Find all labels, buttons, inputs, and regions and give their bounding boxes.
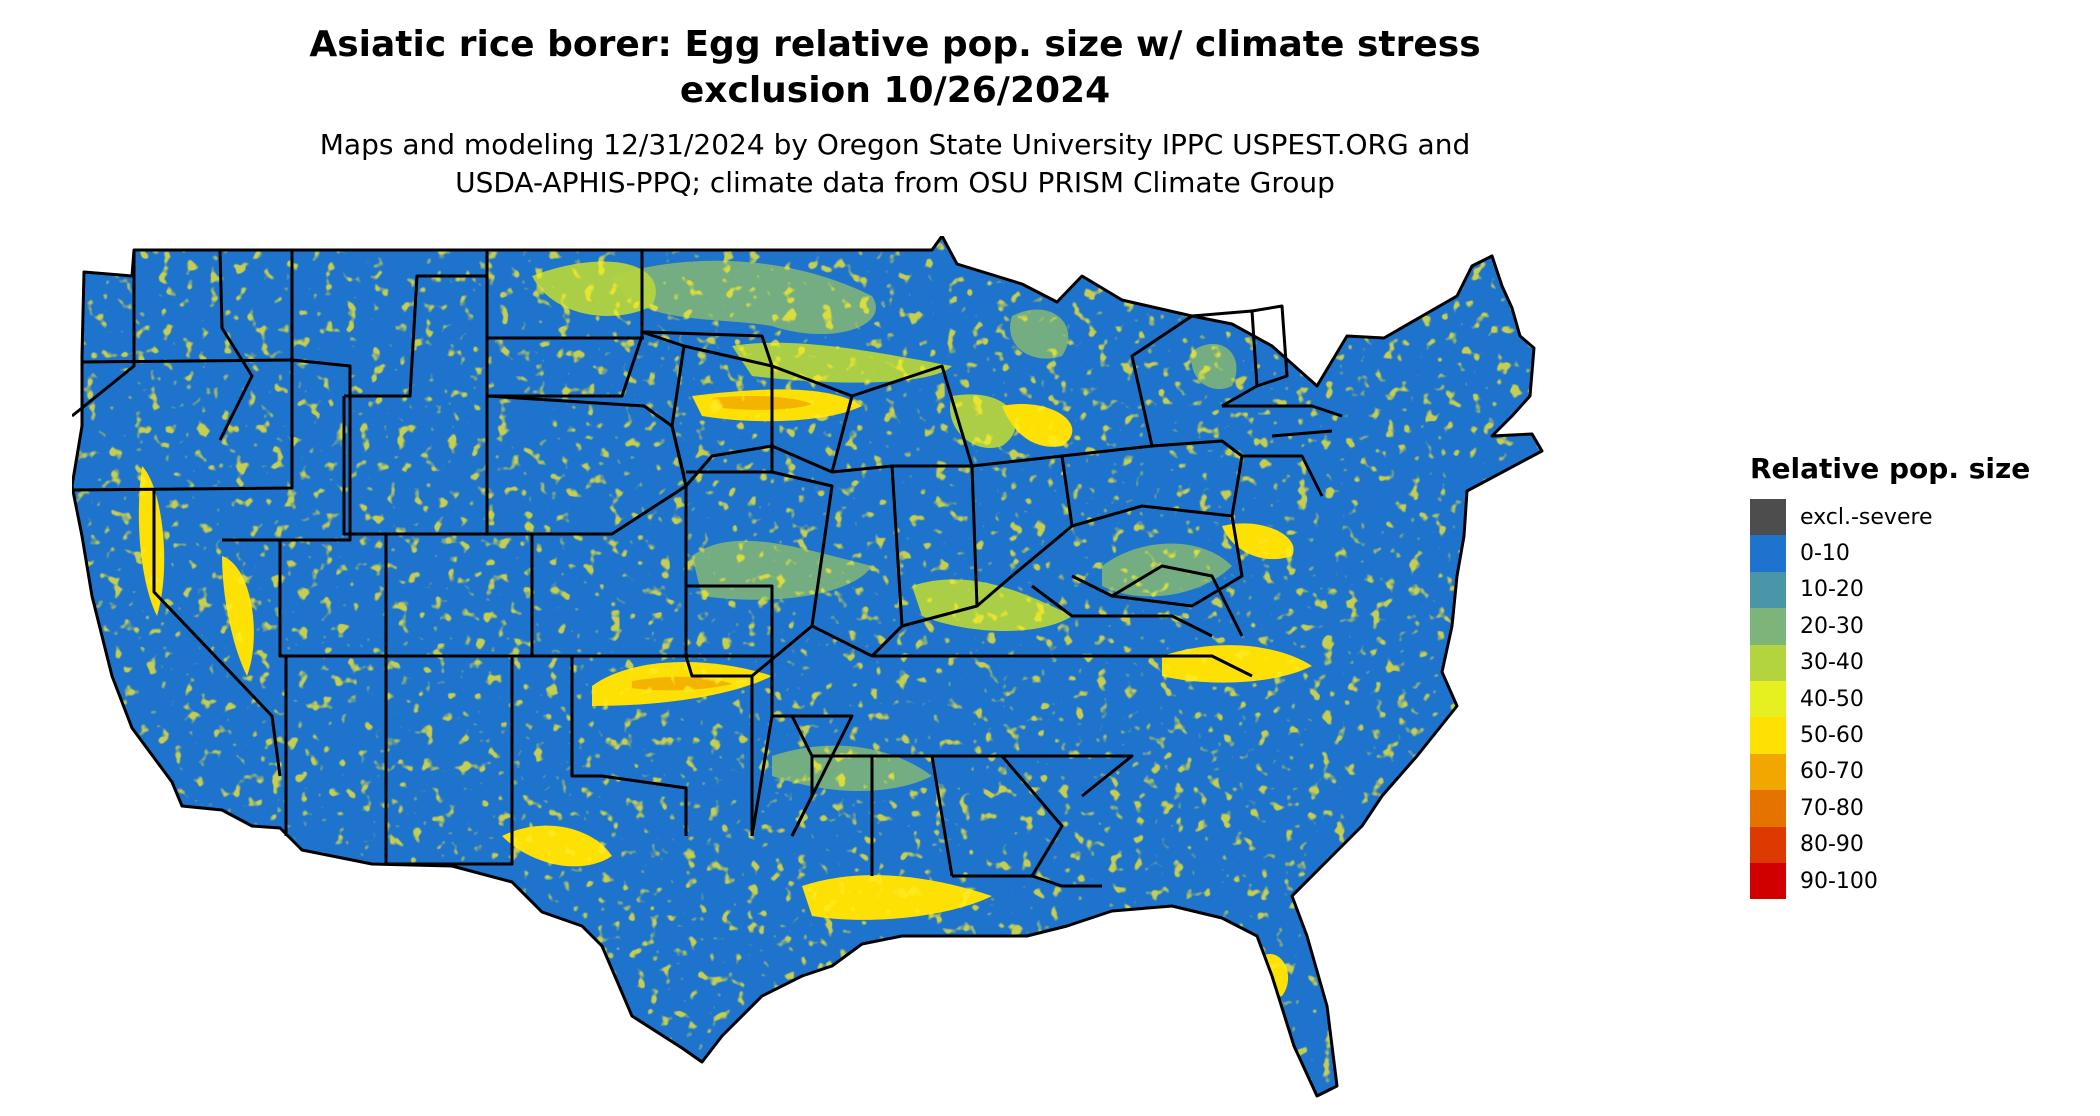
legend-item: excl.-severe [1750, 499, 2030, 536]
subtitle-line-1: Maps and modeling 12/31/2024 by Oregon S… [319, 128, 1471, 161]
title-line-1: Asiatic rice borer: Egg relative pop. si… [309, 24, 1481, 65]
legend-item: 20-30 [1750, 608, 2030, 645]
legend-swatch [1750, 499, 1786, 536]
legend-item: 70-80 [1750, 790, 2030, 827]
map-title: Asiatic rice borer: Egg relative pop. si… [0, 22, 1790, 114]
legend-swatch [1750, 753, 1786, 791]
legend-label: 10-20 [1800, 577, 1864, 603]
legend-label: 80-90 [1800, 832, 1864, 858]
legend-item: 0-10 [1750, 535, 2030, 572]
title-line-2: exclusion 10/26/2024 [679, 70, 1111, 111]
state-borders [72, 236, 1544, 1098]
legend-item: 60-70 [1750, 753, 2030, 791]
legend-swatch [1750, 571, 1786, 609]
legend-item: 50-60 [1750, 717, 2030, 754]
legend-swatch [1750, 826, 1786, 863]
legend-label: 40-50 [1800, 686, 1864, 712]
legend-title: Relative pop. size [1750, 452, 2031, 485]
legend-label: 60-70 [1800, 759, 1864, 785]
legend-label: 0-10 [1800, 541, 1850, 567]
legend-item: 10-20 [1750, 571, 2030, 609]
legend-item: 40-50 [1750, 680, 2030, 718]
us-map [72, 236, 1544, 1098]
legend-item: 80-90 [1750, 826, 2030, 863]
legend-swatch [1750, 535, 1786, 572]
legend-label: excl.-severe [1800, 504, 1933, 530]
legend-swatch [1750, 862, 1786, 900]
legend-label: 20-30 [1800, 613, 1864, 639]
legend-item: 90-100 [1750, 862, 2030, 900]
map-subtitle: Maps and modeling 12/31/2024 by Oregon S… [0, 126, 1790, 202]
legend-swatch [1750, 790, 1786, 827]
heat-bands [72, 236, 1542, 1096]
legend-label: 70-80 [1800, 795, 1864, 821]
legend-items: excl.-severe 0-10 10-20 20-30 30-40 40-50 50-6… [1750, 499, 2030, 900]
legend-swatch [1750, 608, 1786, 645]
legend-swatch [1750, 644, 1786, 681]
legend-swatch [1750, 717, 1786, 754]
legend-label: 30-40 [1800, 650, 1864, 676]
legend-swatch [1750, 680, 1786, 718]
legend-label: 50-60 [1800, 723, 1864, 749]
legend-label: 90-100 [1800, 868, 1878, 894]
legend: Relative pop. size excl.-severe 0-10 10-20… [1750, 452, 2031, 900]
legend-item: 30-40 [1750, 644, 2030, 681]
subtitle-line-2: USDA-APHIS-PPQ; climate data from OSU PR… [455, 166, 1335, 199]
